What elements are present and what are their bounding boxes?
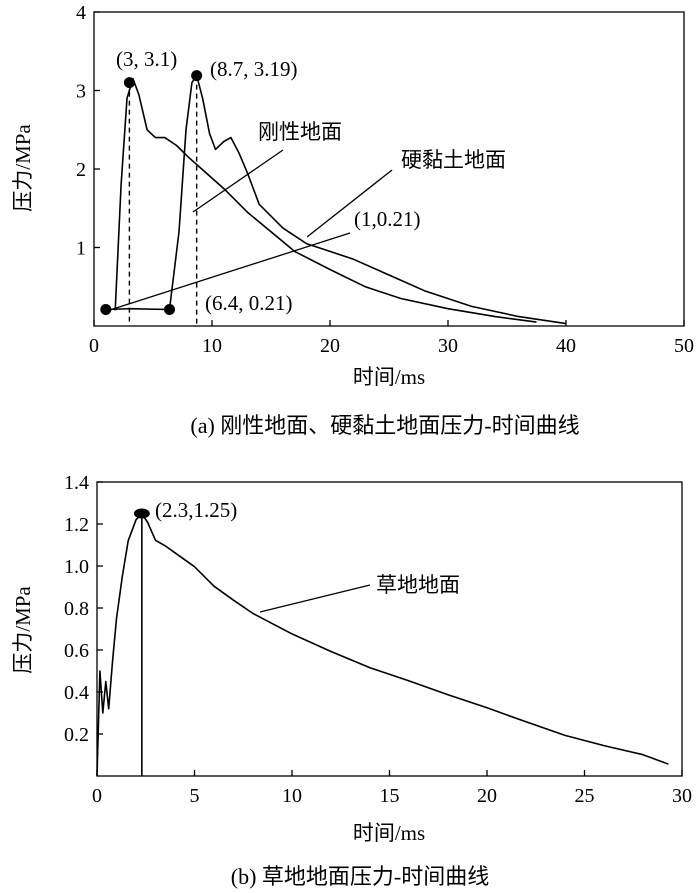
x-tick-label: 50 bbox=[674, 335, 694, 357]
x-tick-label: 0 bbox=[89, 335, 99, 357]
leader-grass-ground bbox=[259, 584, 371, 613]
chart-b: 0.2 0.4 0.6 0.8 1.0 1.2 1.4 0 5 10 15 20 25 30 (2.3,… bbox=[11, 472, 692, 889]
x-tick-label: 15 bbox=[380, 785, 400, 807]
annotation-peak-grass: (2.3,1.25) bbox=[155, 498, 237, 522]
annotation-start-rigid: (1,0.21) bbox=[354, 207, 421, 231]
chart-a-y-ticks: 1 2 3 4 bbox=[76, 2, 100, 260]
y-tick-label: 0.6 bbox=[64, 640, 89, 662]
chart-b-y-ticks: 0.2 0.4 0.6 0.8 1.0 1.2 1.4 bbox=[64, 472, 103, 746]
x-tick-label: 20 bbox=[320, 335, 340, 357]
label-grass-ground: 草地地面 bbox=[376, 573, 460, 597]
chart-a-x-axis-title: 时间/ms bbox=[353, 365, 425, 389]
chart-a-frame bbox=[93, 11, 685, 327]
data-point-marker bbox=[191, 70, 203, 82]
y-tick-label: 4 bbox=[76, 2, 86, 24]
y-tick-label: 0.8 bbox=[64, 598, 89, 620]
y-tick-label: 1 bbox=[76, 238, 86, 260]
x-tick-label: 30 bbox=[672, 785, 692, 807]
x-tick-label: 10 bbox=[282, 785, 302, 807]
chart-b-x-axis-title: 时间/ms bbox=[353, 821, 425, 845]
x-tick-label: 5 bbox=[190, 785, 200, 807]
chart-b-y-axis-title: 压力/MPa bbox=[11, 586, 35, 674]
chart-b-markers bbox=[133, 508, 150, 776]
y-tick-label: 1.0 bbox=[64, 556, 89, 578]
x-tick-label: 0 bbox=[92, 785, 102, 807]
leader-hard-clay-ground bbox=[306, 169, 393, 238]
annotation-peak-rigid: (3, 3.1) bbox=[116, 47, 177, 71]
y-tick-label: 1.4 bbox=[64, 472, 89, 494]
label-hard-clay-ground: 硬黏土地面 bbox=[401, 148, 506, 172]
series-line-hard-clay-ground bbox=[105, 74, 567, 325]
chart-b-x-ticks: 0 5 10 15 20 25 30 bbox=[92, 770, 692, 807]
x-tick-label: 20 bbox=[477, 785, 497, 807]
data-point-marker bbox=[123, 77, 135, 89]
x-tick-label: 25 bbox=[575, 785, 595, 807]
y-tick-label: 0.2 bbox=[64, 724, 89, 746]
x-tick-label: 40 bbox=[556, 335, 576, 357]
chart-b-series-group bbox=[96, 512, 669, 777]
x-tick-label: 30 bbox=[438, 335, 458, 357]
chart-b-caption: (b) 草地地面压力-时间曲线 bbox=[231, 864, 489, 889]
chart-a-caption: (a) 刚性地面、硬黏土地面压力-时间曲线 bbox=[190, 413, 579, 438]
annotation-peak-clay: (8.7, 3.19) bbox=[210, 57, 298, 81]
chart-a: 1 2 3 4 0 10 20 30 40 50 (3, 3.1) (8.7, 3.19) (1… bbox=[11, 2, 694, 438]
data-point-marker bbox=[133, 508, 150, 519]
series-line-rigid-ground bbox=[114, 77, 537, 323]
y-tick-label: 3 bbox=[76, 81, 86, 103]
annotation-start-clay: (6.4, 0.21) bbox=[205, 291, 293, 315]
leader-rigid-ground bbox=[192, 149, 284, 213]
series-line-grass-ground bbox=[96, 512, 669, 777]
leader-point-1-021 bbox=[109, 232, 351, 311]
y-tick-label: 1.2 bbox=[64, 514, 89, 536]
y-tick-label: 2 bbox=[76, 159, 86, 181]
y-tick-label: 0.4 bbox=[64, 682, 89, 704]
chart-a-x-ticks: 0 10 20 30 40 50 bbox=[89, 320, 694, 357]
label-rigid-ground: 刚性地面 bbox=[258, 120, 342, 144]
chart-b-frame bbox=[96, 481, 683, 777]
data-point-marker bbox=[164, 304, 176, 316]
x-tick-label: 10 bbox=[202, 335, 222, 357]
chart-a-series-group bbox=[105, 74, 567, 325]
data-point-marker bbox=[100, 304, 112, 316]
chart-a-y-axis-title: 压力/MPa bbox=[11, 124, 35, 212]
chart-a-markers bbox=[100, 70, 203, 326]
